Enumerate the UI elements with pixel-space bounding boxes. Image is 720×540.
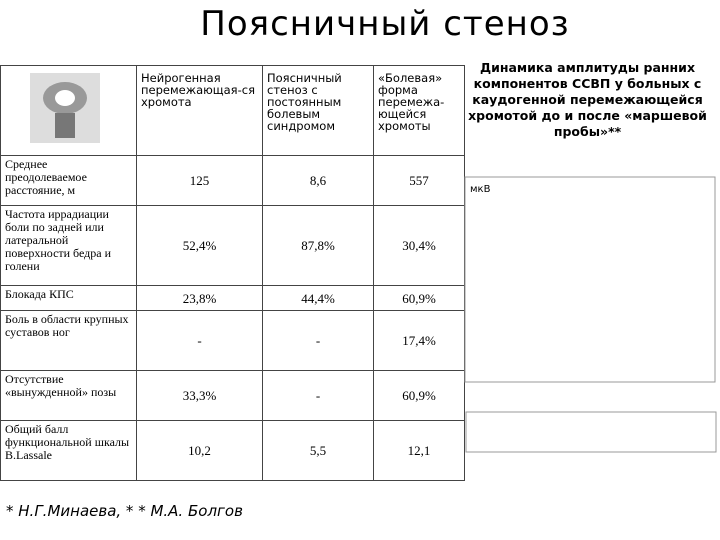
header-cell: «Болевая» форма перемежа-ющейся хромоты bbox=[373, 65, 465, 156]
y-label: мкВ bbox=[470, 184, 491, 195]
value-cell: 44,4% bbox=[262, 285, 374, 311]
plot-frame bbox=[464, 176, 716, 383]
value-cell: 87,8% bbox=[262, 205, 374, 286]
row-label: Общий балл функциональной шкалы B.Lassal… bbox=[0, 420, 137, 481]
value-cell: 52,4% bbox=[136, 205, 263, 286]
value-cell: 33,3% bbox=[136, 370, 263, 421]
value-cell: 5,5 bbox=[262, 420, 374, 481]
header-cell: Поясничный стеноз с постоянным болевым с… bbox=[262, 65, 374, 156]
slide-title: Поясничный стеноз bbox=[200, 4, 570, 44]
value-cell: - bbox=[136, 310, 263, 371]
value-cell: - bbox=[262, 310, 374, 371]
row-label: Боль в области крупных суставов ног bbox=[0, 310, 137, 371]
chart-title: Динамика амплитуды ранних компонентов СС… bbox=[468, 60, 707, 139]
row-label: Среднее преодолеваемое расстояние, м bbox=[0, 155, 137, 206]
value-cell: 17,4% bbox=[373, 310, 465, 371]
legend bbox=[465, 411, 717, 453]
value-cell: 23,8% bbox=[136, 285, 263, 311]
value-cell: 60,9% bbox=[373, 370, 465, 421]
value-cell: 10,2 bbox=[136, 420, 263, 481]
footnote: * Н.Г.Минаева, * * М.А. Болгов bbox=[6, 502, 243, 520]
row-label: Частота иррадиации боли по задней или ла… bbox=[0, 205, 137, 286]
value-cell: 12,1 bbox=[373, 420, 465, 481]
value-cell: 60,9% bbox=[373, 285, 465, 311]
header-cell: Нейрогенная перемежающая-ся хромота bbox=[136, 65, 263, 156]
value-cell: 557 bbox=[373, 155, 465, 206]
value-cell: 125 bbox=[136, 155, 263, 206]
